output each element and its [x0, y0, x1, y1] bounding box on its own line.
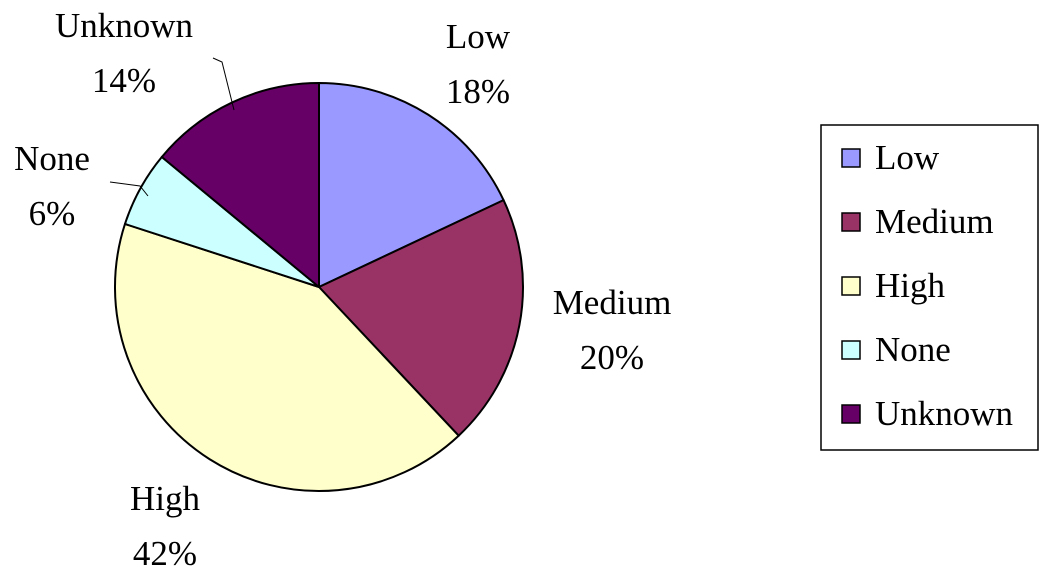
legend-label-none: None	[875, 330, 951, 369]
slice-label-none-name: None	[14, 139, 90, 178]
legend-label-unknown: Unknown	[875, 394, 1013, 433]
slice-label-medium-value: 20%	[580, 338, 644, 377]
legend: Low Medium High None Unknown	[820, 124, 1039, 451]
slice-label-low-name: Low	[446, 17, 511, 56]
legend-label-medium: Medium	[875, 202, 994, 241]
slice-label-high-value: 42%	[133, 534, 197, 567]
legend-swatch-low	[841, 148, 861, 168]
legend-label-high: High	[875, 266, 946, 305]
slice-labels: Low 18% Medium 20% High 42% None 6% Unknown 14%	[14, 6, 671, 567]
legend-label-low: Low	[875, 138, 940, 177]
slice-label-unknown-name: Unknown	[55, 6, 193, 45]
slice-label-medium-name: Medium	[553, 283, 672, 322]
pie-slice-high	[114, 222, 460, 493]
legend-swatch-unknown	[841, 404, 861, 424]
slice-label-high-name: High	[130, 479, 201, 518]
slice-label-unknown-value: 14%	[92, 61, 156, 100]
leader-lines	[109, 57, 235, 197]
pie-slice-medium	[318, 199, 524, 437]
leader-line-none	[109, 181, 149, 197]
legend-swatch-none	[841, 340, 861, 360]
legend-swatch-high	[841, 276, 861, 296]
slice-label-low-value: 18%	[446, 72, 510, 111]
legend-swatch-medium	[841, 212, 861, 232]
slice-label-none-value: 6%	[29, 194, 76, 233]
leader-line-unknown	[212, 57, 235, 111]
pie-slices	[114, 82, 524, 493]
pie-slice-low	[318, 82, 505, 288]
